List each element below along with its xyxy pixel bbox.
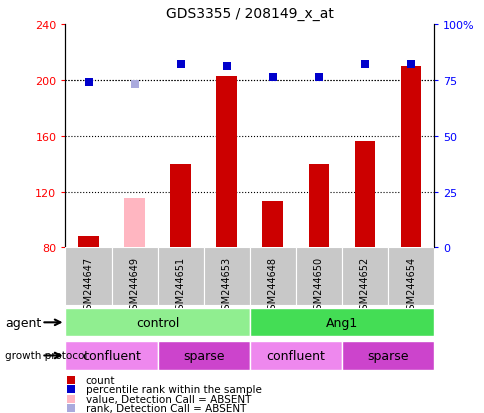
- Bar: [65, 342, 157, 370]
- Text: confluent: confluent: [82, 349, 141, 362]
- Text: agent: agent: [5, 316, 41, 329]
- Text: count: count: [86, 375, 115, 385]
- Text: GSM244648: GSM244648: [267, 256, 277, 316]
- Bar: [262, 202, 283, 248]
- Text: rank, Detection Call = ABSENT: rank, Detection Call = ABSENT: [86, 404, 245, 413]
- Bar: [400, 66, 421, 248]
- Bar: [295, 248, 341, 306]
- Text: GSM244649: GSM244649: [129, 256, 139, 316]
- Bar: [157, 342, 249, 370]
- Text: percentile rank within the sample: percentile rank within the sample: [86, 385, 261, 394]
- Bar: [354, 142, 375, 248]
- Point: [222, 64, 230, 71]
- Text: confluent: confluent: [266, 349, 325, 362]
- Bar: [170, 164, 191, 248]
- Bar: [157, 248, 203, 306]
- Bar: [78, 237, 99, 248]
- Text: GSM244647: GSM244647: [83, 256, 93, 316]
- Text: GSM244651: GSM244651: [175, 256, 185, 316]
- Bar: [341, 248, 387, 306]
- Point: [130, 82, 138, 88]
- Bar: [387, 248, 433, 306]
- Bar: [308, 164, 329, 248]
- Bar: [249, 342, 341, 370]
- Text: GSM244650: GSM244650: [313, 256, 323, 316]
- Point: [406, 62, 414, 68]
- Text: GSM244653: GSM244653: [221, 256, 231, 316]
- Point: [268, 75, 276, 82]
- Bar: [249, 309, 433, 337]
- Text: value, Detection Call = ABSENT: value, Detection Call = ABSENT: [86, 394, 251, 404]
- Text: Ang1: Ang1: [325, 316, 357, 329]
- Bar: [249, 248, 295, 306]
- Bar: [111, 248, 157, 306]
- Bar: [203, 248, 249, 306]
- Text: sparse: sparse: [182, 349, 224, 362]
- Point: [67, 405, 75, 412]
- Bar: [341, 342, 433, 370]
- Bar: [65, 309, 249, 337]
- Text: GSM244654: GSM244654: [405, 256, 415, 316]
- Point: [176, 62, 184, 68]
- Point: [67, 396, 75, 402]
- Text: GSM244652: GSM244652: [359, 256, 369, 316]
- Point: [67, 377, 75, 383]
- Bar: [65, 248, 111, 306]
- Bar: [216, 76, 237, 248]
- Point: [67, 386, 75, 393]
- Point: [84, 79, 92, 86]
- Title: GDS3355 / 208149_x_at: GDS3355 / 208149_x_at: [166, 7, 333, 21]
- Point: [314, 75, 322, 82]
- Text: control: control: [136, 316, 179, 329]
- Point: [360, 62, 368, 68]
- Text: sparse: sparse: [366, 349, 408, 362]
- Bar: [124, 199, 145, 248]
- Text: growth protocol: growth protocol: [5, 351, 87, 361]
